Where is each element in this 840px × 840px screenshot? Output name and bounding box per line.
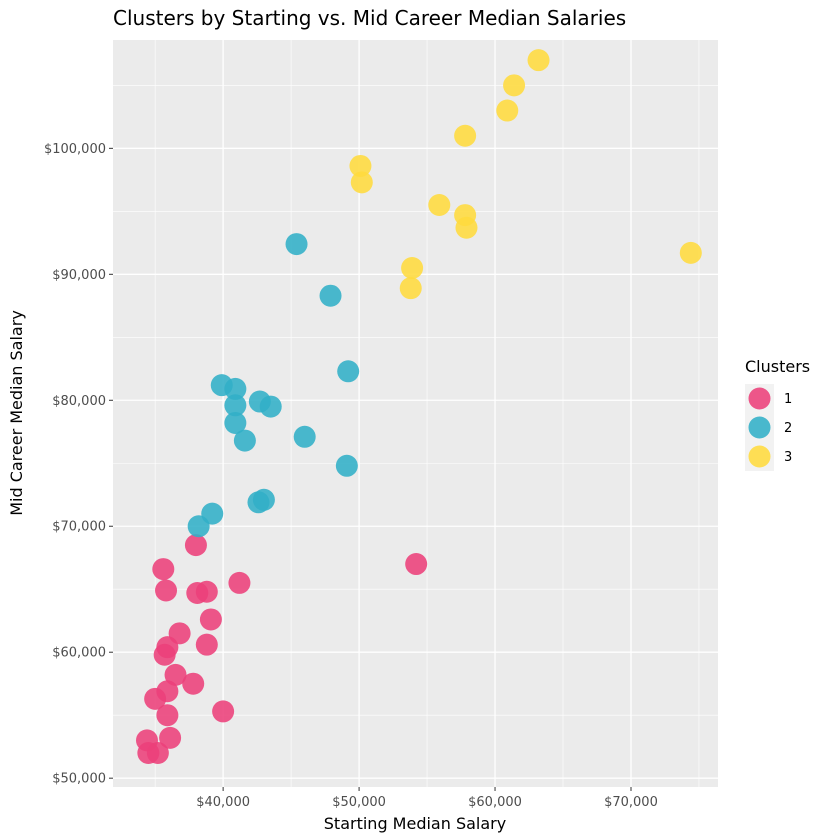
cluster-1-point (159, 726, 182, 749)
data-points (135, 49, 702, 764)
y-tick-label: $60,000 (52, 646, 106, 661)
cluster-1-point (182, 672, 205, 695)
cluster-1-point (195, 633, 218, 656)
cluster-2-point (201, 502, 224, 525)
cluster-2-point (259, 395, 282, 418)
cluster-3-point (349, 154, 372, 177)
x-axis: $40,000 $50,000 $60,000 $70,000 (196, 787, 658, 810)
cluster-3-point (679, 241, 702, 264)
cluster-1-point (405, 553, 428, 576)
cluster-3-point (503, 74, 526, 97)
cluster-1-point (195, 580, 218, 603)
cluster-2-point (233, 429, 256, 452)
cluster-2-point (252, 488, 275, 511)
cluster-3-point (401, 257, 424, 280)
y-tick-label: $90,000 (52, 268, 106, 283)
cluster-3-point (428, 194, 451, 217)
cluster-2-point (285, 233, 308, 256)
cluster-3-point (399, 277, 422, 300)
x-axis-title: Starting Median Salary (324, 814, 506, 833)
legend-key-2 (748, 416, 771, 439)
cluster-2-point (224, 377, 247, 400)
cluster-1-point (156, 680, 179, 703)
cluster-1-point (156, 704, 179, 727)
cluster-1-point (228, 571, 251, 594)
plot-panel (113, 40, 718, 787)
legend: Clusters 1 2 3 (745, 357, 810, 471)
legend-key-3 (748, 445, 771, 468)
cluster-2-point (319, 284, 342, 307)
cluster-2-point (335, 454, 358, 477)
y-axis: $50,000 $60,000 $70,000 $80,000 $90,000 $100,… (44, 142, 113, 787)
legend-key-1 (748, 387, 771, 410)
chart-title: Clusters by Starting vs. Mid Career Medi… (113, 6, 626, 30)
legend-title: Clusters (745, 357, 810, 376)
y-tick-label: $80,000 (52, 394, 106, 409)
y-axis-title: Mid Career Median Salary (7, 310, 26, 516)
cluster-1-point (199, 608, 222, 631)
cluster-1-point (184, 534, 207, 557)
legend-label-1: 1 (784, 392, 792, 407)
cluster-3-point (496, 99, 519, 122)
cluster-1-point (152, 558, 175, 581)
cluster-2-point (224, 394, 247, 417)
cluster-2-point (293, 425, 316, 448)
cluster-3-point (454, 124, 477, 147)
cluster-3-point (454, 204, 477, 227)
y-tick-label: $100,000 (44, 142, 106, 157)
cluster-1-point (168, 622, 191, 645)
cluster-2-point (337, 360, 360, 383)
y-tick-label: $50,000 (52, 772, 106, 787)
cluster-2-point (224, 411, 247, 434)
legend-label-3: 3 (784, 450, 792, 465)
legend-label-2: 2 (784, 421, 792, 436)
cluster-1-point (164, 663, 187, 686)
cluster-3-point (527, 49, 550, 72)
x-tick-label: $70,000 (604, 795, 658, 810)
x-tick-label: $60,000 (468, 795, 522, 810)
x-tick-label: $40,000 (196, 795, 250, 810)
cluster-1-point (155, 579, 178, 602)
cluster-3-point (350, 171, 373, 194)
cluster-1-point (212, 700, 235, 723)
cluster-1-point (146, 741, 169, 764)
y-tick-label: $70,000 (52, 520, 106, 535)
x-tick-label: $50,000 (332, 795, 386, 810)
